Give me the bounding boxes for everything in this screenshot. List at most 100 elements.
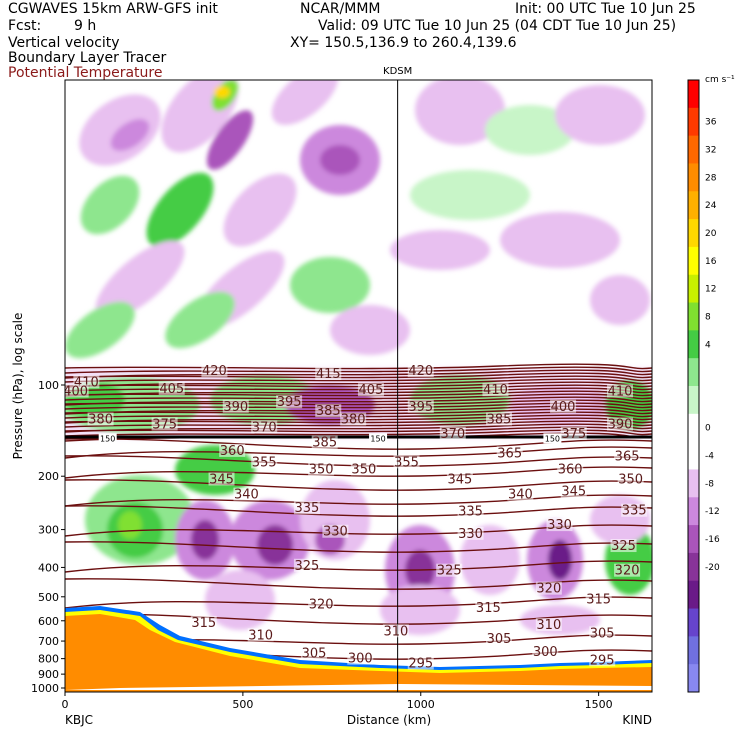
theta-contour — [65, 596, 652, 609]
theta-contour — [65, 479, 652, 491]
theta-contour — [65, 363, 652, 370]
theta-contour — [65, 366, 652, 374]
y-tick-label: 300 — [38, 524, 59, 537]
theta-label: 305 — [302, 647, 327, 662]
colorbar-swatch — [688, 191, 699, 220]
colorbar-swatch — [688, 386, 699, 415]
theta-contour — [65, 399, 652, 406]
y-tick-label: 800 — [38, 653, 59, 666]
theta-label: 330 — [458, 527, 483, 542]
theta-label: 335 — [295, 501, 320, 516]
x-tick-label: 1000 — [407, 698, 435, 711]
theta-label: 360 — [220, 444, 245, 459]
theta-label: 375 — [561, 427, 586, 442]
theta-label: 340 — [508, 488, 533, 503]
theta-label: 315 — [476, 601, 501, 616]
colorbar-swatch — [688, 80, 699, 109]
theta-contour — [65, 411, 652, 419]
theta-label: 300 — [348, 652, 373, 667]
theta-label: 350 — [351, 462, 376, 477]
theta-label: 320 — [615, 564, 640, 579]
colorbar-label: 36 — [705, 118, 717, 128]
theta-label: 320 — [536, 582, 561, 597]
x-tick-label: 1500 — [585, 698, 613, 711]
valid-time: Valid: 09 UTC Tue 10 Jun 25 (04 CDT Tue … — [318, 18, 677, 34]
y-axis-title: Pressure (hPa), log scale — [11, 313, 25, 460]
theta-label: 395 — [277, 395, 302, 410]
tropopause-label: 150 — [545, 434, 560, 443]
theta-label: 395 — [408, 400, 433, 415]
xy-range: XY= 150.5,136.9 to 260.4,139.6 — [290, 35, 517, 51]
theta-label: 365 — [497, 446, 522, 461]
y-tick-label: 200 — [38, 470, 59, 483]
theta-label: 325 — [611, 539, 636, 554]
colorbar-label: 12 — [705, 285, 716, 295]
y-tick-label: 100 — [38, 379, 59, 392]
theta-label: 330 — [323, 525, 348, 540]
colorbar-label: -8 — [705, 479, 714, 489]
theta-contour — [65, 524, 652, 537]
theta-label: 350 — [309, 462, 334, 477]
theta-contour — [65, 396, 652, 406]
colorbar-label: 8 — [705, 312, 711, 322]
theta-label: 390 — [223, 400, 248, 415]
end-station-label: KIND — [622, 713, 652, 727]
theta-label: 350 — [618, 472, 643, 487]
terrain — [65, 606, 652, 692]
theta-label: 410 — [608, 384, 633, 399]
fcst-label: Fcst: — [8, 18, 42, 34]
colorbar-swatch — [688, 469, 699, 498]
theta-label: 310 — [248, 628, 273, 643]
colorbar-swatch — [688, 441, 699, 470]
y-tick-label: 900 — [38, 668, 59, 681]
theta-contour — [65, 438, 652, 450]
theta-label: 385 — [316, 404, 341, 419]
colorbar-label: -20 — [705, 563, 720, 573]
fcst-value: 9 h — [74, 18, 97, 34]
theta-label: 335 — [458, 505, 483, 520]
theta-label: 325 — [295, 559, 320, 574]
model-title: CGWAVES 15km ARW-GFS init — [8, 1, 218, 17]
theta-contour — [65, 375, 652, 383]
theta-label: 325 — [437, 564, 462, 579]
theta-label: 295 — [408, 656, 433, 671]
theta-label: 400 — [551, 400, 576, 415]
field-boundary-layer: Boundary Layer Tracer — [8, 50, 167, 66]
colorbar-swatch — [688, 525, 699, 554]
theta-label: 380 — [341, 413, 366, 428]
plot-frame — [64, 79, 653, 693]
colorbar-swatch — [688, 107, 699, 137]
theta-label: 380 — [88, 413, 113, 428]
tropopause-label: 150 — [100, 434, 115, 443]
colorbar-swatch — [688, 358, 699, 387]
theta-label: 320 — [309, 597, 334, 612]
theta-label: 385 — [487, 413, 512, 428]
colorbar-swatch — [688, 246, 699, 276]
x-axis-title: Distance (km) — [347, 713, 431, 727]
theta-label: 355 — [394, 455, 419, 470]
theta-label: 345 — [561, 485, 586, 500]
org-label: NCAR/MMM — [300, 1, 381, 17]
y-tick-label: 600 — [38, 615, 59, 628]
theta-label: 415 — [316, 367, 341, 382]
colorbar-swatch — [688, 274, 699, 304]
colorbar-swatch — [688, 608, 699, 637]
theta-label: 370 — [440, 427, 465, 442]
theta-label: 315 — [191, 616, 216, 631]
theta-contour — [65, 560, 652, 573]
colorbar-swatch — [688, 135, 699, 164]
theta-label: 360 — [558, 462, 583, 477]
colorbar-swatch — [688, 497, 699, 526]
theta-contour — [65, 405, 652, 415]
theta-label: 405 — [159, 382, 184, 397]
theta-label: 345 — [447, 472, 472, 487]
colorbar-swatch — [688, 552, 699, 582]
theta-label: 370 — [252, 420, 277, 435]
colorbar-label: 4 — [705, 340, 711, 350]
x-tick-label: 0 — [62, 698, 69, 711]
colorbar-label: 24 — [705, 201, 717, 211]
theta-contour — [65, 578, 652, 590]
theta-label: 345 — [209, 472, 234, 487]
theta-label: 305 — [487, 632, 512, 647]
